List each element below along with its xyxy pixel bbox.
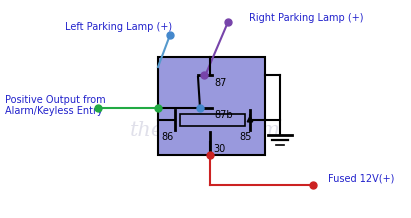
Text: 87b: 87b (214, 110, 233, 120)
Text: 30: 30 (213, 144, 225, 154)
Text: Alarm/Keyless Entry: Alarm/Keyless Entry (5, 106, 103, 116)
Text: 86: 86 (161, 132, 173, 142)
Text: Left Parking Lamp (+): Left Parking Lamp (+) (65, 22, 172, 32)
Text: Fused 12V(+): Fused 12V(+) (328, 173, 395, 183)
Text: Right Parking Lamp (+): Right Parking Lamp (+) (249, 13, 363, 23)
Text: 85: 85 (240, 132, 252, 142)
Text: Positive Output from: Positive Output from (5, 95, 106, 105)
Bar (180, 114, 245, 126)
Text: 87: 87 (214, 78, 226, 88)
Text: the12volt.com: the12volt.com (130, 121, 281, 140)
Bar (158, 57, 265, 155)
